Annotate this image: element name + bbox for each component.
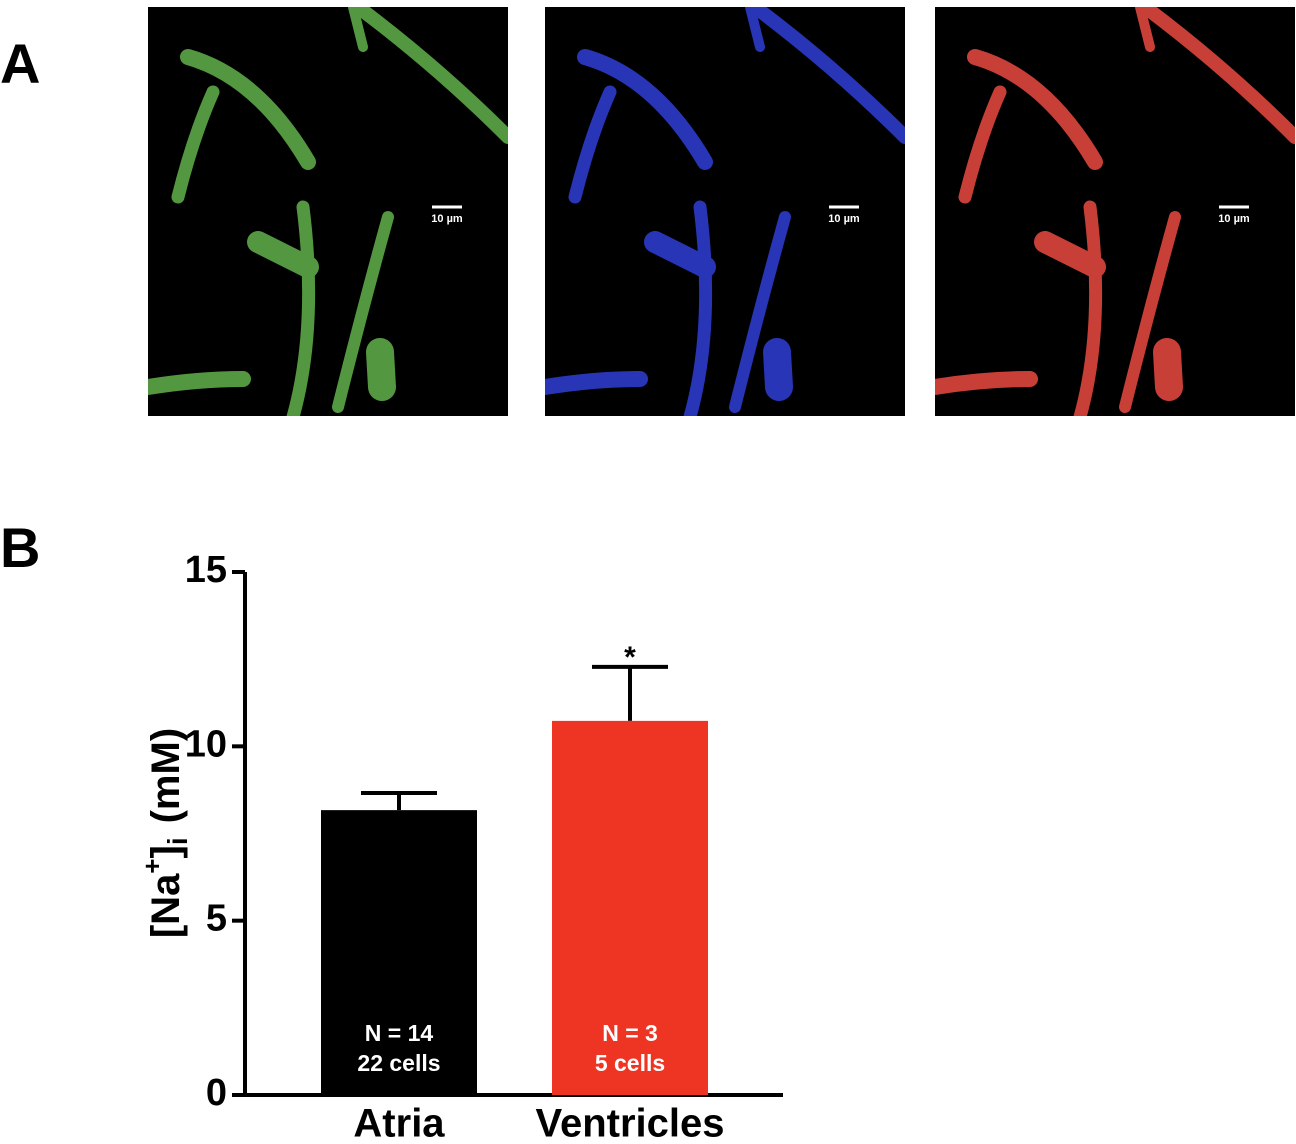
- micrograph: 10 µm: [545, 7, 905, 416]
- micrograph: 10 µm: [148, 7, 508, 416]
- x-tick-label: Ventricles: [535, 1102, 724, 1144]
- bar-label: N = 14: [365, 1020, 434, 1046]
- y-axis-label-part: (mM): [144, 728, 188, 824]
- bar-label: 22 cells: [357, 1050, 440, 1076]
- y-tick-label: 0: [206, 1072, 227, 1114]
- panel-label: B: [0, 516, 40, 579]
- image-row: 10 µm 10 µm 10 µm: [148, 7, 1295, 416]
- y-axis-label-part: ]: [144, 845, 188, 858]
- micrograph: 10 µm: [935, 7, 1295, 416]
- y-axis-label: [Na+]i (mM): [137, 728, 194, 938]
- bar-label: N = 3: [602, 1020, 658, 1046]
- significance-mark: *: [624, 641, 636, 674]
- y-tick-label: 5: [206, 898, 227, 940]
- y-axis-label-part: i: [162, 837, 193, 845]
- y-tick-label: 15: [185, 549, 227, 591]
- scale-bar-label: 10 µm: [828, 213, 860, 225]
- y-axis-label-part: [Na: [144, 873, 188, 938]
- y-tick-label: 10: [185, 723, 227, 765]
- scale-bar-label: 10 µm: [431, 213, 463, 225]
- bar: [552, 720, 708, 1095]
- bar-label: 5 cells: [595, 1050, 665, 1076]
- x-tick-label: Atria: [353, 1102, 445, 1144]
- y-axis-label-part: +: [137, 859, 167, 874]
- panel-label: A: [0, 32, 40, 95]
- scale-bar-label: 10 µm: [1218, 213, 1250, 225]
- bar-chart: 0 5 10 15 [Na+]i (mM) N = 14 22 cells Atria N = 3…: [137, 549, 783, 1144]
- bar: [321, 810, 477, 1095]
